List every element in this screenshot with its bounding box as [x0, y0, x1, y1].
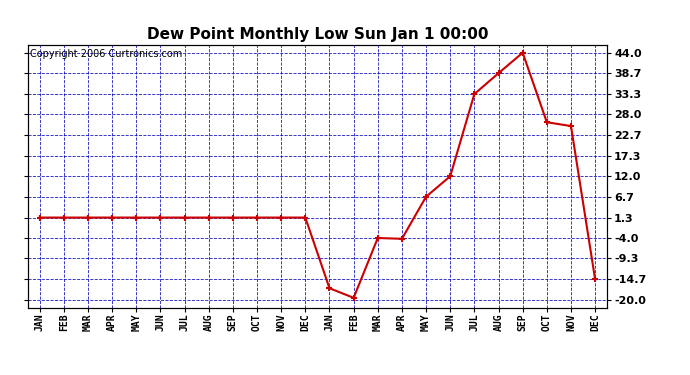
Text: Copyright 2006 Curtronics.com: Copyright 2006 Curtronics.com [30, 49, 183, 59]
Title: Dew Point Monthly Low Sun Jan 1 00:00: Dew Point Monthly Low Sun Jan 1 00:00 [147, 27, 488, 42]
